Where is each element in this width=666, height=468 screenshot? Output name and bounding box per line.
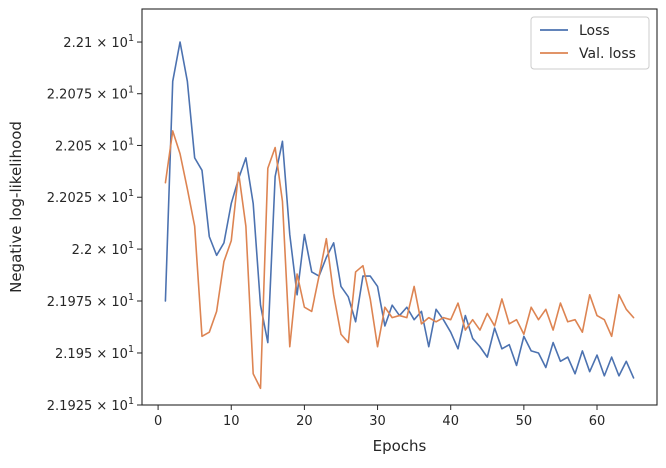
y-tick-label: 2.1925 × 101 (47, 396, 134, 414)
x-tick-label: 60 (589, 414, 606, 429)
x-tick-label: 20 (296, 414, 313, 429)
y-tick-label: 2.1975 × 101 (47, 292, 134, 310)
y-axis-label: Negative log-likelihood (7, 121, 25, 293)
series-line-1 (164, 41, 635, 379)
x-tick-label: 50 (516, 414, 533, 429)
y-tick-label: 2.21 × 101 (63, 33, 134, 51)
y-tick-label: 2.2025 × 101 (47, 188, 134, 206)
series-line-2 (164, 130, 635, 390)
y-tick-label: 2.2 × 101 (72, 240, 134, 258)
legend: Loss Val. loss (530, 16, 650, 70)
x-tick-label: 0 (154, 414, 162, 429)
y-tick-label: 2.205 × 101 (55, 136, 134, 154)
y-tick-label: 2.2075 × 101 (47, 85, 134, 103)
x-tick-label: 30 (369, 414, 386, 429)
x-tick-label: 40 (442, 414, 459, 429)
y-tick-label: 2.195 × 101 (55, 344, 134, 362)
legend-label-1: Loss (579, 23, 610, 39)
axes: 0 10 20 30 40 50 60 2.1925 × 101 2.195 × 101 2.19… (7, 8, 658, 455)
plot-frame (141, 8, 658, 406)
x-tick-label: 10 (223, 414, 240, 429)
legend-label-2: Val. loss (579, 46, 636, 62)
plot-area (164, 41, 635, 390)
x-axis-label: Epochs (373, 437, 427, 455)
